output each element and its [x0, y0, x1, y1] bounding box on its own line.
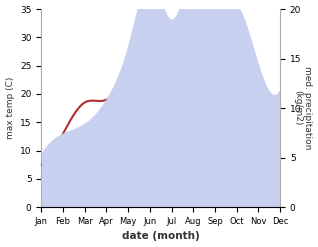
Y-axis label: max temp (C): max temp (C)	[5, 77, 15, 139]
X-axis label: date (month): date (month)	[122, 231, 200, 242]
Y-axis label: med. precipitation
(kg/m2): med. precipitation (kg/m2)	[293, 66, 313, 150]
